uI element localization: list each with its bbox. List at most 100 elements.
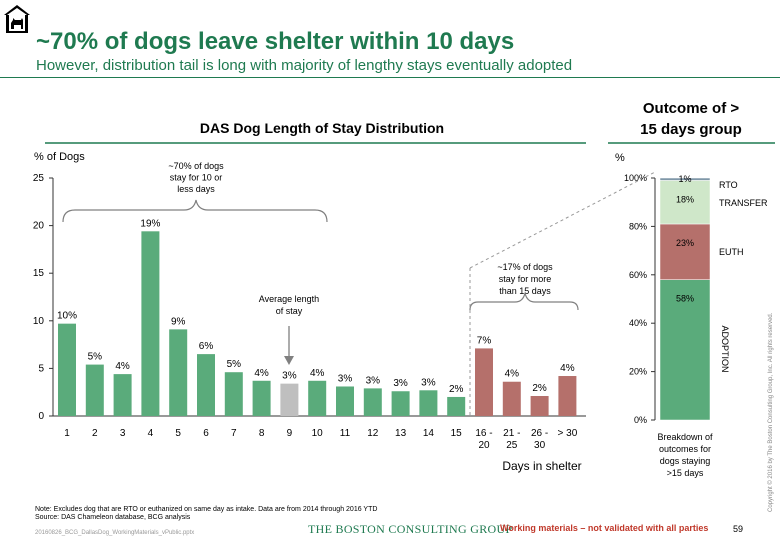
- x-tick-label: 3: [120, 428, 126, 439]
- x-tick-label: 26 -: [531, 428, 548, 439]
- x-tick-label: 13: [395, 428, 407, 439]
- outcome-y-tick-label: 0%: [634, 415, 647, 425]
- outcome-chart-title: Outcome of >: [643, 100, 740, 117]
- bar-day-19: [558, 376, 577, 416]
- bar-data-label: 4%: [254, 368, 269, 379]
- bar-data-label: 9%: [171, 316, 186, 327]
- outcome-y-tick-label: 80%: [629, 221, 647, 231]
- source-text: Source: DAS Chameleon database, BCG anal…: [35, 514, 191, 521]
- brace-first-ten-days: [62, 199, 328, 223]
- outcome-y-tick-label: 20%: [629, 367, 647, 377]
- segment-rto: [659, 177, 711, 181]
- bar-day-14: [419, 390, 438, 416]
- annotation-seventy-percent: less days: [177, 184, 215, 194]
- legend-rto: RTO: [719, 180, 738, 190]
- outcome-y-label: %: [615, 152, 625, 164]
- outcome-caption: >15 days: [667, 468, 704, 478]
- file-name: 20160826_BCG_DallasDog_WorkingMaterials_…: [35, 530, 195, 536]
- x-tick-label: 7: [231, 428, 237, 439]
- y-tick-label: 25: [33, 173, 45, 184]
- bar-data-label: 3%: [338, 373, 353, 384]
- legend-euth: EUTH: [719, 247, 744, 257]
- bar-data-label: 3%: [421, 377, 436, 388]
- x-tick-label: 4: [148, 428, 154, 439]
- bar-day-17: [502, 381, 521, 416]
- page-title: ~70% of dogs leave shelter within 10 day…: [36, 28, 515, 55]
- bar-day-6: [197, 354, 215, 416]
- segment-euth: [659, 223, 711, 280]
- working-materials-note: Working materials – not validated with a…: [500, 523, 709, 533]
- y-tick-label: 20: [33, 221, 45, 232]
- x-tick-label: 10: [312, 428, 324, 439]
- page-subtitle: However, distribution tail is long with …: [36, 57, 573, 74]
- x-tick-label: 6: [203, 428, 209, 439]
- x-tick-label: 2: [92, 428, 98, 439]
- bar-day-13: [391, 391, 410, 416]
- bar-day-8: [252, 380, 271, 416]
- bar-day-4: [141, 231, 160, 416]
- bar-data-label: 7%: [477, 335, 492, 346]
- x-tick-label: 9: [287, 428, 293, 439]
- bar-data-label: 4%: [560, 363, 575, 374]
- x-tick-label: 21 -: [503, 428, 520, 439]
- y-tick-label: 0: [38, 411, 44, 422]
- bar-day-15: [447, 396, 466, 416]
- bar-day-3: [113, 374, 132, 416]
- legend-transfer: TRANSFER: [719, 198, 768, 208]
- y-tick-label: 5: [38, 363, 44, 374]
- brand-logo: THE BOSTON CONSULTING GROUP: [308, 522, 513, 536]
- bar-day-2: [85, 364, 104, 416]
- x-tick-label: 1: [64, 428, 70, 439]
- page-number: 59: [733, 524, 744, 534]
- x-tick-label: 8: [259, 428, 265, 439]
- bar-data-label: 4%: [310, 368, 325, 379]
- legend-adoption: ADOPTION: [720, 325, 730, 372]
- outcome-caption: Breakdown of: [657, 432, 713, 442]
- title-rule: [0, 77, 780, 78]
- copyright-text: Copyright © 2016 by The Boston Consultin…: [768, 312, 774, 512]
- bar-data-label: 10%: [57, 311, 77, 322]
- annotation-seventy-percent: ~70% of dogs: [168, 161, 224, 171]
- outcome-y-tick-label: 100%: [624, 173, 647, 183]
- x-tick-label: 15: [451, 428, 463, 439]
- annotation-average-stay: of stay: [276, 306, 303, 316]
- bar-day-7: [224, 372, 243, 416]
- x-tick-label: 16 -: [475, 428, 492, 439]
- x-tick-label: 20: [478, 440, 490, 451]
- bar-day-5: [169, 329, 188, 416]
- bar-data-label: 2%: [449, 384, 464, 395]
- y-tick-label: 15: [33, 268, 45, 279]
- x-tick-label: 14: [423, 428, 435, 439]
- segment-label: 18%: [676, 194, 694, 204]
- x-tick-label: 5: [175, 428, 181, 439]
- note-text: Note: Excludes dog that are RTO or eutha…: [35, 506, 378, 513]
- brace-over-fifteen-days: [469, 292, 579, 311]
- bar-day-16: [475, 348, 493, 416]
- y-tick-label: 10: [33, 316, 45, 327]
- bar-day-12: [363, 388, 382, 416]
- bar-data-label: 5%: [88, 352, 103, 363]
- annotation-seventeen-percent: stay for more: [499, 274, 552, 284]
- x-axis-label: Days in shelter: [502, 459, 581, 473]
- bar-day-10: [308, 380, 327, 416]
- bar-data-label: 19%: [140, 218, 160, 229]
- segment-label: 1%: [678, 174, 691, 184]
- annotation-seventeen-percent: ~17% of dogs: [497, 262, 553, 272]
- x-tick-label: 25: [506, 440, 518, 451]
- bar-data-label: 3%: [393, 378, 408, 389]
- annotation-seventeen-percent: than 15 days: [499, 286, 551, 296]
- annotation-seventy-percent: stay for 10 or: [170, 173, 223, 183]
- connector-top: [469, 171, 656, 269]
- outcome-y-tick-label: 40%: [629, 318, 647, 328]
- x-tick-label: 30: [534, 440, 546, 451]
- bar-day-11: [336, 386, 354, 416]
- bar-data-label: 5%: [227, 359, 242, 370]
- bar-day-18: [530, 396, 549, 416]
- footnote: Note: Excludes dog that are RTO or eutha…: [35, 506, 377, 522]
- outcome-chart-title: 15 days group: [640, 121, 742, 138]
- outcome-caption: outcomes for: [659, 444, 711, 454]
- shelter-logo-icon: [4, 5, 30, 33]
- bar-data-label: 3%: [282, 371, 297, 382]
- bar-day-9: [280, 383, 299, 416]
